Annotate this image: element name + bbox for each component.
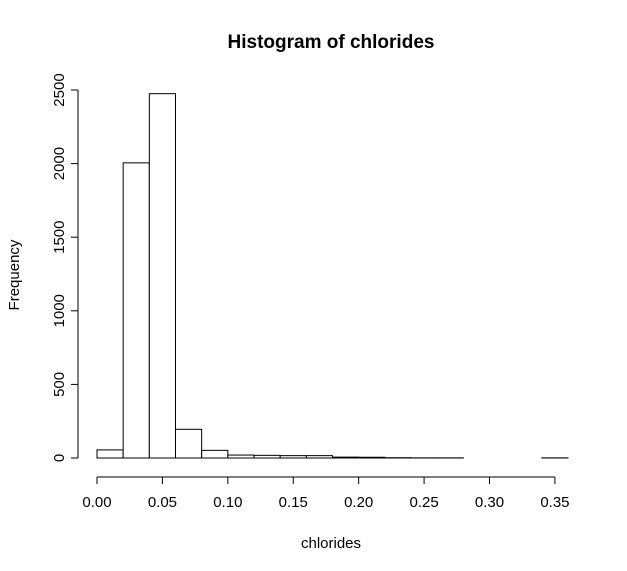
y-tick-label: 1500 <box>51 221 68 254</box>
x-tick-label: 0.00 <box>82 494 111 511</box>
chart-title: Histogram of chlorides <box>228 32 435 53</box>
bars-group <box>96 93 569 459</box>
histogram-bar <box>358 456 386 459</box>
histogram-bar <box>227 454 255 459</box>
x-tick-label: 0.35 <box>540 494 569 511</box>
histogram-bar <box>96 449 124 459</box>
histogram-bar <box>279 455 307 459</box>
x-tick-label: 0.30 <box>475 494 504 511</box>
y-axis-label: Frequency <box>6 239 23 310</box>
histogram-bar <box>175 428 203 459</box>
y-tick-label: 500 <box>51 372 68 397</box>
histogram-bar <box>201 449 229 459</box>
x-tick-label: 0.20 <box>344 494 373 511</box>
histogram-bar <box>305 455 334 459</box>
x-tick-label: 0.05 <box>148 494 177 511</box>
y-tick-label: 2500 <box>51 73 68 106</box>
y-tick-label: 2000 <box>51 147 68 180</box>
x-axis: 0.00 0.05 0.10 0.15 0.20 0.25 0.30 0.35 <box>82 476 570 511</box>
x-tick-label: 0.25 <box>409 494 438 511</box>
x-tick-label: 0.15 <box>279 494 308 511</box>
y-axis: 0 500 1000 1500 2000 2500 <box>51 73 79 462</box>
histogram-bar <box>148 93 176 459</box>
histogram-bar <box>332 456 360 459</box>
y-tick-label: 1000 <box>51 294 68 327</box>
y-tick-label: 0 <box>51 454 68 462</box>
histogram-bar <box>253 454 281 459</box>
x-axis-label: chlorides <box>301 535 361 552</box>
histogram-bar <box>122 162 150 459</box>
x-tick-label: 0.10 <box>213 494 242 511</box>
